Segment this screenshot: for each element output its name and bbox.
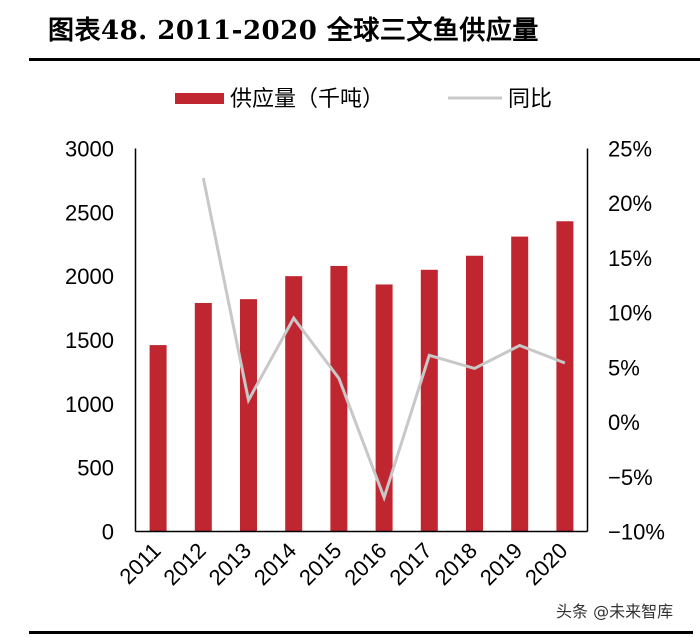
x-tick-label: 2018 bbox=[430, 538, 482, 590]
y2-tick-label: −5% bbox=[608, 465, 653, 490]
x-tick-label: 2011 bbox=[115, 538, 166, 589]
x-tick-label: 2017 bbox=[385, 538, 437, 590]
legend-bar-label: 供应量（千吨） bbox=[230, 87, 384, 112]
line-series bbox=[201, 177, 566, 503]
legend-line-label: 同比 bbox=[508, 87, 552, 112]
x-tick-label: 2012 bbox=[159, 538, 211, 590]
x-tick-label: 2016 bbox=[339, 538, 391, 590]
bar-2015 bbox=[330, 265, 348, 532]
y2-tick-label: 25% bbox=[608, 137, 652, 162]
y-tick-label: 1500 bbox=[65, 328, 114, 353]
y2-tick-label: 5% bbox=[608, 355, 640, 380]
y-tick-label: 3000 bbox=[65, 137, 114, 162]
y2-axis-ticks: −10% −5% 0% 5% 10% 15% 20% 25% bbox=[608, 137, 665, 545]
x-tick-label: 2019 bbox=[475, 538, 527, 590]
bottom-divider bbox=[29, 631, 693, 634]
bar-series bbox=[149, 221, 574, 532]
y2-tick-label: 20% bbox=[608, 191, 652, 216]
x-tick-label: 2020 bbox=[520, 538, 572, 590]
y2-tick-label: 10% bbox=[608, 301, 652, 326]
bar-2013 bbox=[240, 299, 257, 532]
y-tick-label: 0 bbox=[102, 520, 114, 545]
y-axis-ticks: 0 500 1000 1500 2000 2500 3000 bbox=[65, 137, 114, 545]
y2-tick-label: −10% bbox=[608, 520, 665, 545]
y-tick-label: 2000 bbox=[65, 264, 114, 289]
x-tick-label: 2013 bbox=[204, 538, 256, 590]
bar-2016 bbox=[375, 284, 393, 532]
title-divider bbox=[29, 58, 700, 61]
bar-2017 bbox=[420, 269, 438, 532]
bar-2011 bbox=[149, 345, 167, 532]
x-tick-label: 2015 bbox=[294, 538, 346, 590]
y2-tick-label: 15% bbox=[608, 246, 652, 271]
legend-bar-swatch bbox=[175, 93, 224, 104]
y2-tick-label: 0% bbox=[608, 410, 640, 435]
axes bbox=[134, 148, 589, 533]
bar-2018 bbox=[466, 255, 483, 532]
y-tick-label: 500 bbox=[77, 456, 114, 481]
legend: 供应量（千吨） 同比 bbox=[175, 87, 552, 112]
bar-2014 bbox=[285, 276, 303, 532]
bar-2019 bbox=[511, 236, 529, 532]
watermark: 头条 @未来智库 bbox=[556, 602, 674, 621]
x-tick-label: 2014 bbox=[249, 538, 301, 590]
chart-title: 图表48. 2011-2020 全球三文鱼供应量 bbox=[48, 16, 539, 46]
bar-2012 bbox=[194, 302, 212, 532]
y-tick-label: 1000 bbox=[65, 392, 114, 417]
bar-2020 bbox=[556, 221, 574, 532]
y-tick-label: 2500 bbox=[65, 200, 114, 225]
